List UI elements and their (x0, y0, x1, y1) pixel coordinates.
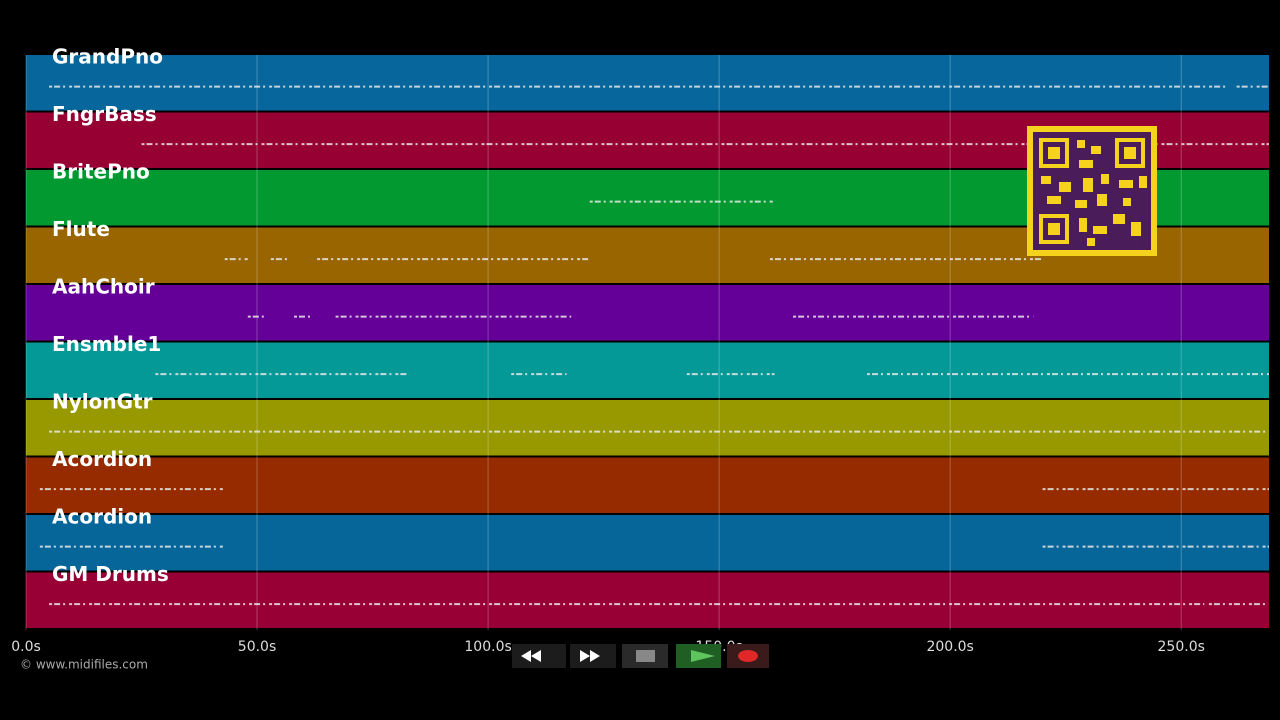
tick-label: 200.0s (926, 639, 973, 655)
track-lane (26, 285, 1269, 341)
play-button[interactable] (676, 644, 721, 668)
track-lane (26, 400, 1269, 456)
record-button[interactable] (727, 644, 769, 668)
track-name: FngrBass (52, 102, 157, 126)
track-name: Flute (52, 217, 110, 241)
tick-label: 0.0s (11, 639, 41, 655)
track-lane (26, 342, 1269, 398)
tick-label: 250.0s (1158, 639, 1205, 655)
tick-label: 50.0s (238, 639, 276, 655)
rewind-button[interactable] (512, 644, 566, 668)
track-name: GM Drums (52, 562, 169, 586)
track-name: GrandPno (52, 45, 163, 69)
forward-button[interactable] (570, 644, 616, 668)
tick-label: 100.0s (464, 639, 511, 655)
track-lane (26, 515, 1269, 571)
copyright: © www.midifiles.com (20, 658, 148, 672)
tracks: GrandPno FngrBass BritePno Flute AahChoir Ens… (25, 45, 1269, 630)
track-name: AahChoir (52, 275, 155, 299)
track-lane (26, 572, 1269, 628)
stop-button[interactable] (622, 644, 668, 668)
track-name: BritePno (52, 160, 150, 184)
track-name: NylonGtr (52, 390, 153, 414)
track-name: Acordion (52, 447, 152, 471)
qr-code (1027, 126, 1157, 256)
track-name: Ensmble1 (52, 332, 161, 356)
track-name: Acordion (52, 505, 152, 529)
track-lane (26, 55, 1269, 111)
transport-controls (512, 644, 769, 668)
track-lane (26, 457, 1269, 513)
